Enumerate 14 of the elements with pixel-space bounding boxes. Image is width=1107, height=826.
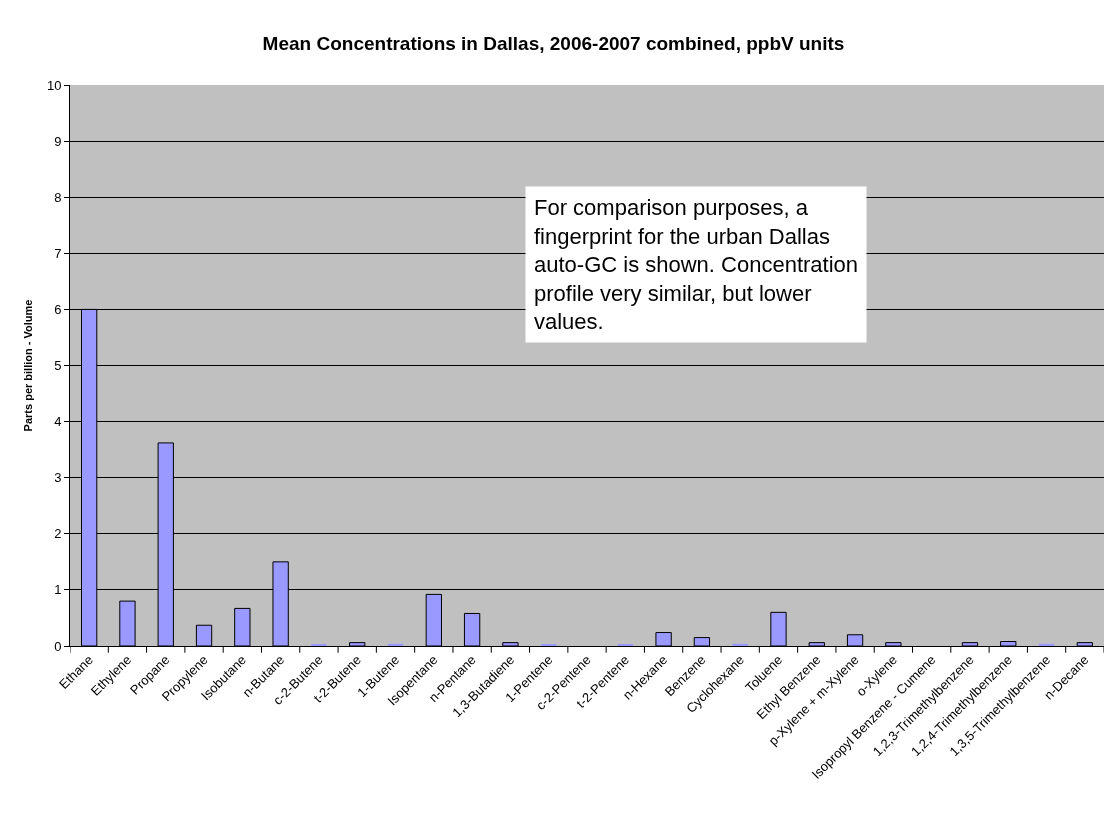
y-tick-label: 2 bbox=[54, 526, 62, 542]
y-tick-label: 9 bbox=[54, 133, 62, 149]
y-tick-label: 6 bbox=[54, 301, 62, 317]
y-tick-label: 1 bbox=[54, 582, 62, 598]
y-axis-title: Parts per billion - Volume bbox=[21, 299, 34, 432]
y-tick-label: 4 bbox=[54, 414, 62, 430]
y-tick-label: 8 bbox=[54, 189, 62, 205]
y-tick-label: 0 bbox=[54, 638, 62, 654]
y-tick-label: 10 bbox=[46, 77, 62, 93]
annotation: For comparison purposes, a fingerprint for the urban Dallas auto-GC is shown. Concentration profile very similar, but lower values. bbox=[534, 195, 859, 335]
chart-title: Mean Concentrations in Dallas, 2006-2007 combined, ppbV units bbox=[262, 33, 845, 55]
y-tick-label: 3 bbox=[54, 470, 62, 486]
y-tick-label: 5 bbox=[54, 358, 62, 374]
y-tick-label: 7 bbox=[54, 245, 62, 261]
